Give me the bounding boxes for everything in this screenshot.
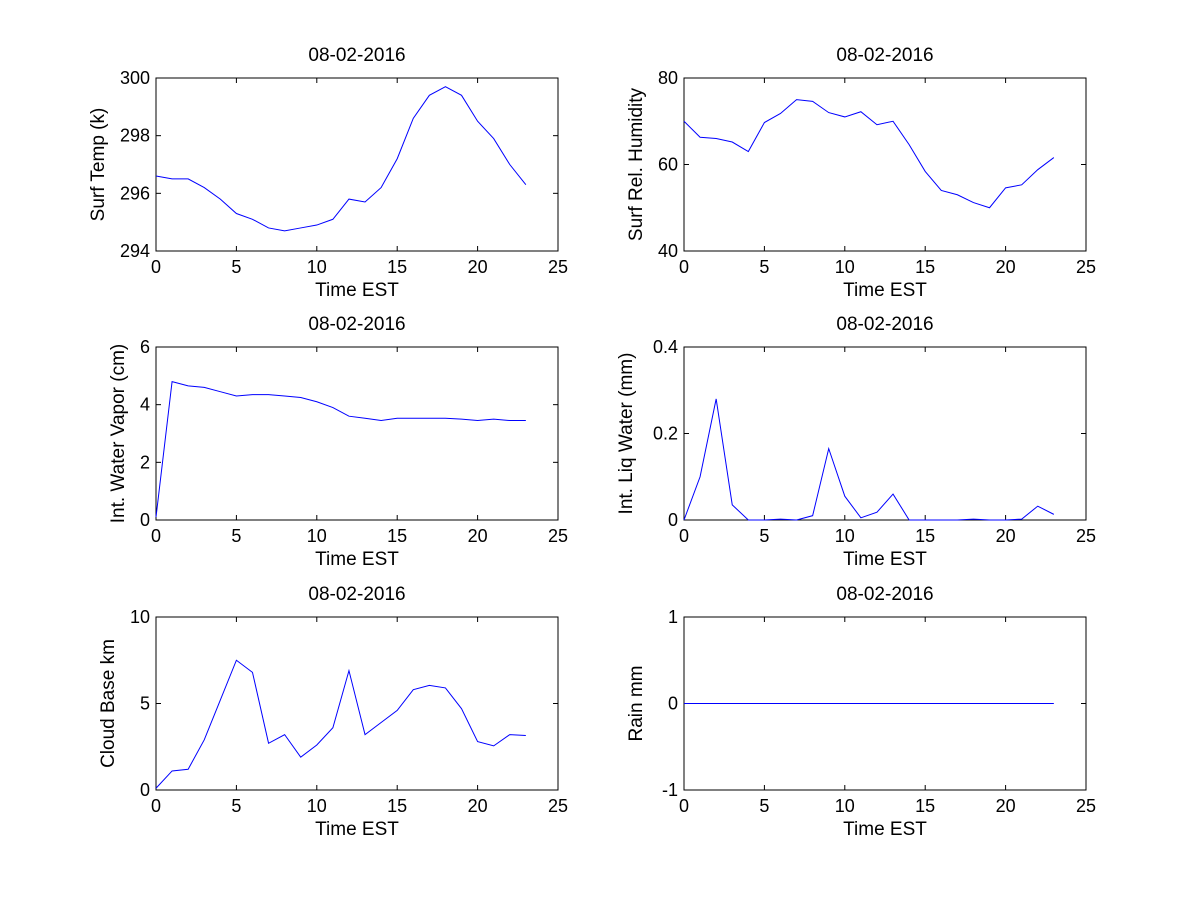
y-tick-label: 2 xyxy=(140,452,150,472)
data-series-line xyxy=(155,659,526,789)
chart-title: 08-02-2016 xyxy=(836,45,933,66)
x-tick-label: 20 xyxy=(996,796,1016,816)
x-tick-label: 15 xyxy=(915,526,935,546)
y-axis-label: Rain mm xyxy=(626,665,647,741)
x-tick-label: 5 xyxy=(231,257,241,277)
x-tick-label: 20 xyxy=(468,796,488,816)
x-tick-label: 5 xyxy=(759,257,769,277)
x-tick-label: 0 xyxy=(679,257,689,277)
y-tick-label: 0 xyxy=(668,510,678,530)
x-tick-label: 10 xyxy=(835,257,855,277)
x-axis-label: Time EST xyxy=(315,280,399,301)
y-axis-label: Surf Rel. Humidity xyxy=(626,87,647,241)
y-tick-label: 10 xyxy=(130,607,150,627)
x-tick-label: 10 xyxy=(835,796,855,816)
y-axis-label: Int. Liq Water (mm) xyxy=(616,353,637,515)
y-tick-label: 0.4 xyxy=(653,337,678,357)
x-tick-label: 15 xyxy=(915,796,935,816)
x-tick-label: 15 xyxy=(387,796,407,816)
data-series-line xyxy=(683,398,1055,521)
axes-frame xyxy=(683,77,1087,252)
x-tick-label: 0 xyxy=(679,796,689,816)
x-tick-label: 0 xyxy=(151,257,161,277)
x-tick-label: 25 xyxy=(1076,796,1096,816)
x-axis-label: Time EST xyxy=(843,549,927,570)
x-axis-label: Time EST xyxy=(315,819,399,840)
y-tick-label: 296 xyxy=(120,183,150,203)
subplot-2: 0 5 10 15 20 25 40 60 80 08-02-2016 Time EST Surf R… xyxy=(626,45,1096,301)
x-tick-label: 10 xyxy=(307,526,327,546)
x-tick-label: 15 xyxy=(915,257,935,277)
subplot-5: 0 5 10 15 20 25 0 5 10 08-02-2016 Time EST Cloud Ba… xyxy=(98,584,568,840)
y-tick-label: -1 xyxy=(662,780,678,800)
y-tick-label: 0 xyxy=(668,694,678,714)
x-tick-label: 0 xyxy=(151,796,161,816)
y-axis-label: Surf Temp (k) xyxy=(88,108,109,222)
x-tick-label: 10 xyxy=(835,526,855,546)
x-tick-label: 20 xyxy=(468,526,488,546)
y-tick-label: 300 xyxy=(120,68,150,88)
x-tick-label: 25 xyxy=(548,257,568,277)
axes-frame xyxy=(683,346,1087,521)
x-tick-label: 10 xyxy=(307,257,327,277)
x-tick-label: 5 xyxy=(759,526,769,546)
x-tick-label: 20 xyxy=(468,257,488,277)
chart-title: 08-02-2016 xyxy=(308,45,405,66)
x-axis-label: Time EST xyxy=(315,549,399,570)
data-series-line xyxy=(155,86,527,232)
subplot-3: 0 5 10 15 20 25 0 2 4 6 08-02-2016 Time EST Int. Wat… xyxy=(108,314,568,570)
x-axis-label: Time EST xyxy=(843,280,927,301)
x-tick-label: 5 xyxy=(231,526,241,546)
subplot-1: 0 5 10 15 20 25 294 296 298 300 08-02-2016 Time EST… xyxy=(88,45,568,301)
data-series-line xyxy=(155,380,526,518)
y-tick-label: 60 xyxy=(658,155,678,175)
y-tick-label: 0.2 xyxy=(653,424,678,444)
y-axis-label: Int. Water Vapor (cm) xyxy=(108,344,129,523)
x-tick-label: 25 xyxy=(1076,257,1096,277)
chart-title: 08-02-2016 xyxy=(836,314,933,335)
x-axis-label: Time EST xyxy=(843,819,927,840)
subplot-4: 0 5 10 15 20 25 0 0.2 0.4 08-02-2016 Time EST Int. … xyxy=(616,314,1096,570)
x-tick-label: 25 xyxy=(548,796,568,816)
y-tick-label: 5 xyxy=(140,694,150,714)
x-tick-label: 25 xyxy=(1076,526,1096,546)
y-axis-label: Cloud Base km xyxy=(98,639,119,768)
axes-frame xyxy=(155,77,559,252)
y-tick-label: 0 xyxy=(140,510,150,530)
y-tick-label: 298 xyxy=(120,126,150,146)
data-series-line xyxy=(683,99,1055,209)
x-tick-label: 10 xyxy=(307,796,327,816)
x-tick-label: 25 xyxy=(548,526,568,546)
y-tick-label: 4 xyxy=(140,395,150,415)
x-tick-label: 5 xyxy=(759,796,769,816)
y-tick-label: 294 xyxy=(120,241,150,261)
y-tick-label: 40 xyxy=(658,241,678,261)
chart-title: 08-02-2016 xyxy=(836,584,933,605)
y-tick-label: 1 xyxy=(668,607,678,627)
chart-title: 08-02-2016 xyxy=(308,314,405,335)
x-tick-label: 15 xyxy=(387,526,407,546)
x-tick-label: 0 xyxy=(679,526,689,546)
y-tick-label: 0 xyxy=(140,780,150,800)
x-tick-label: 15 xyxy=(387,257,407,277)
x-tick-label: 20 xyxy=(996,257,1016,277)
y-tick-label: 80 xyxy=(658,68,678,88)
y-tick-label: 6 xyxy=(140,337,150,357)
axes-frame xyxy=(155,346,559,521)
x-tick-label: 20 xyxy=(996,526,1016,546)
x-tick-label: 0 xyxy=(151,526,161,546)
chart-title: 08-02-2016 xyxy=(308,584,405,605)
x-tick-label: 5 xyxy=(231,796,241,816)
